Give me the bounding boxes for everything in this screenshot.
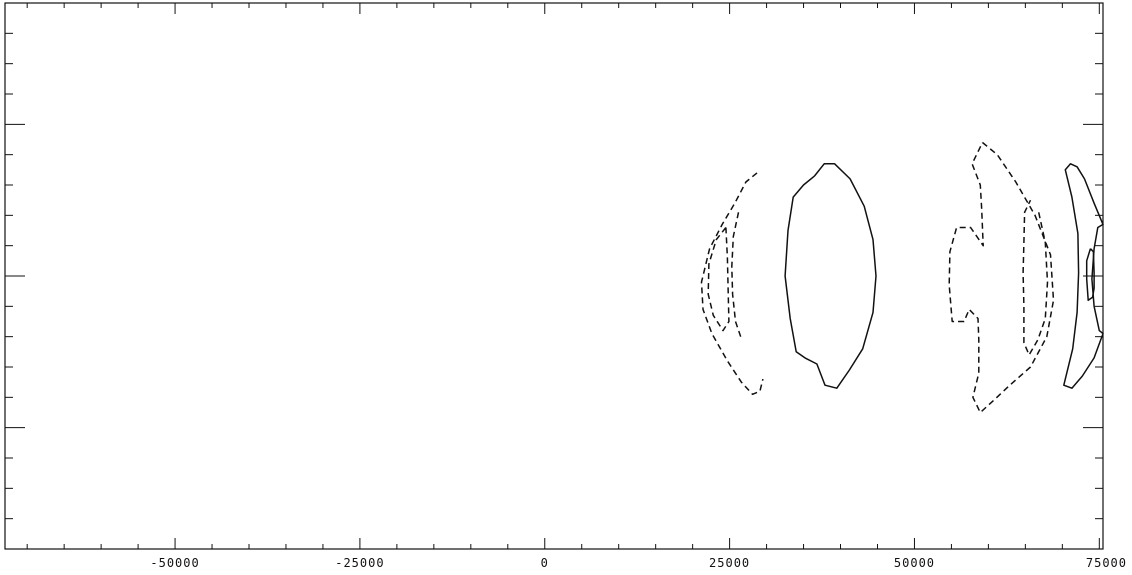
x-tick-label: -50000 xyxy=(150,556,199,570)
x-tick-label: 75000 xyxy=(1086,556,1127,570)
x-tick-labels: -50000 -25000 0 25000 50000 75000 xyxy=(150,556,1127,570)
x-tick-label: -25000 xyxy=(335,556,384,570)
x-tick-label: 0 xyxy=(541,556,549,570)
dashed-contour-5 xyxy=(948,141,1055,414)
contour-lines xyxy=(700,141,1104,414)
solid-contour-7 xyxy=(1063,163,1104,389)
plot-frame xyxy=(4,2,1104,550)
dashed-contour-3 xyxy=(731,212,742,337)
x-tick-label: 50000 xyxy=(894,556,935,570)
dashed-contour-2 xyxy=(707,227,730,332)
solid-contour-4 xyxy=(784,163,877,389)
x-tick-label: 25000 xyxy=(709,556,750,570)
dashed-contour-1 xyxy=(700,172,764,396)
dashed-contour-6 xyxy=(1022,199,1049,356)
axis-ticks xyxy=(5,2,1103,550)
solid-contour-8 xyxy=(1085,248,1095,302)
